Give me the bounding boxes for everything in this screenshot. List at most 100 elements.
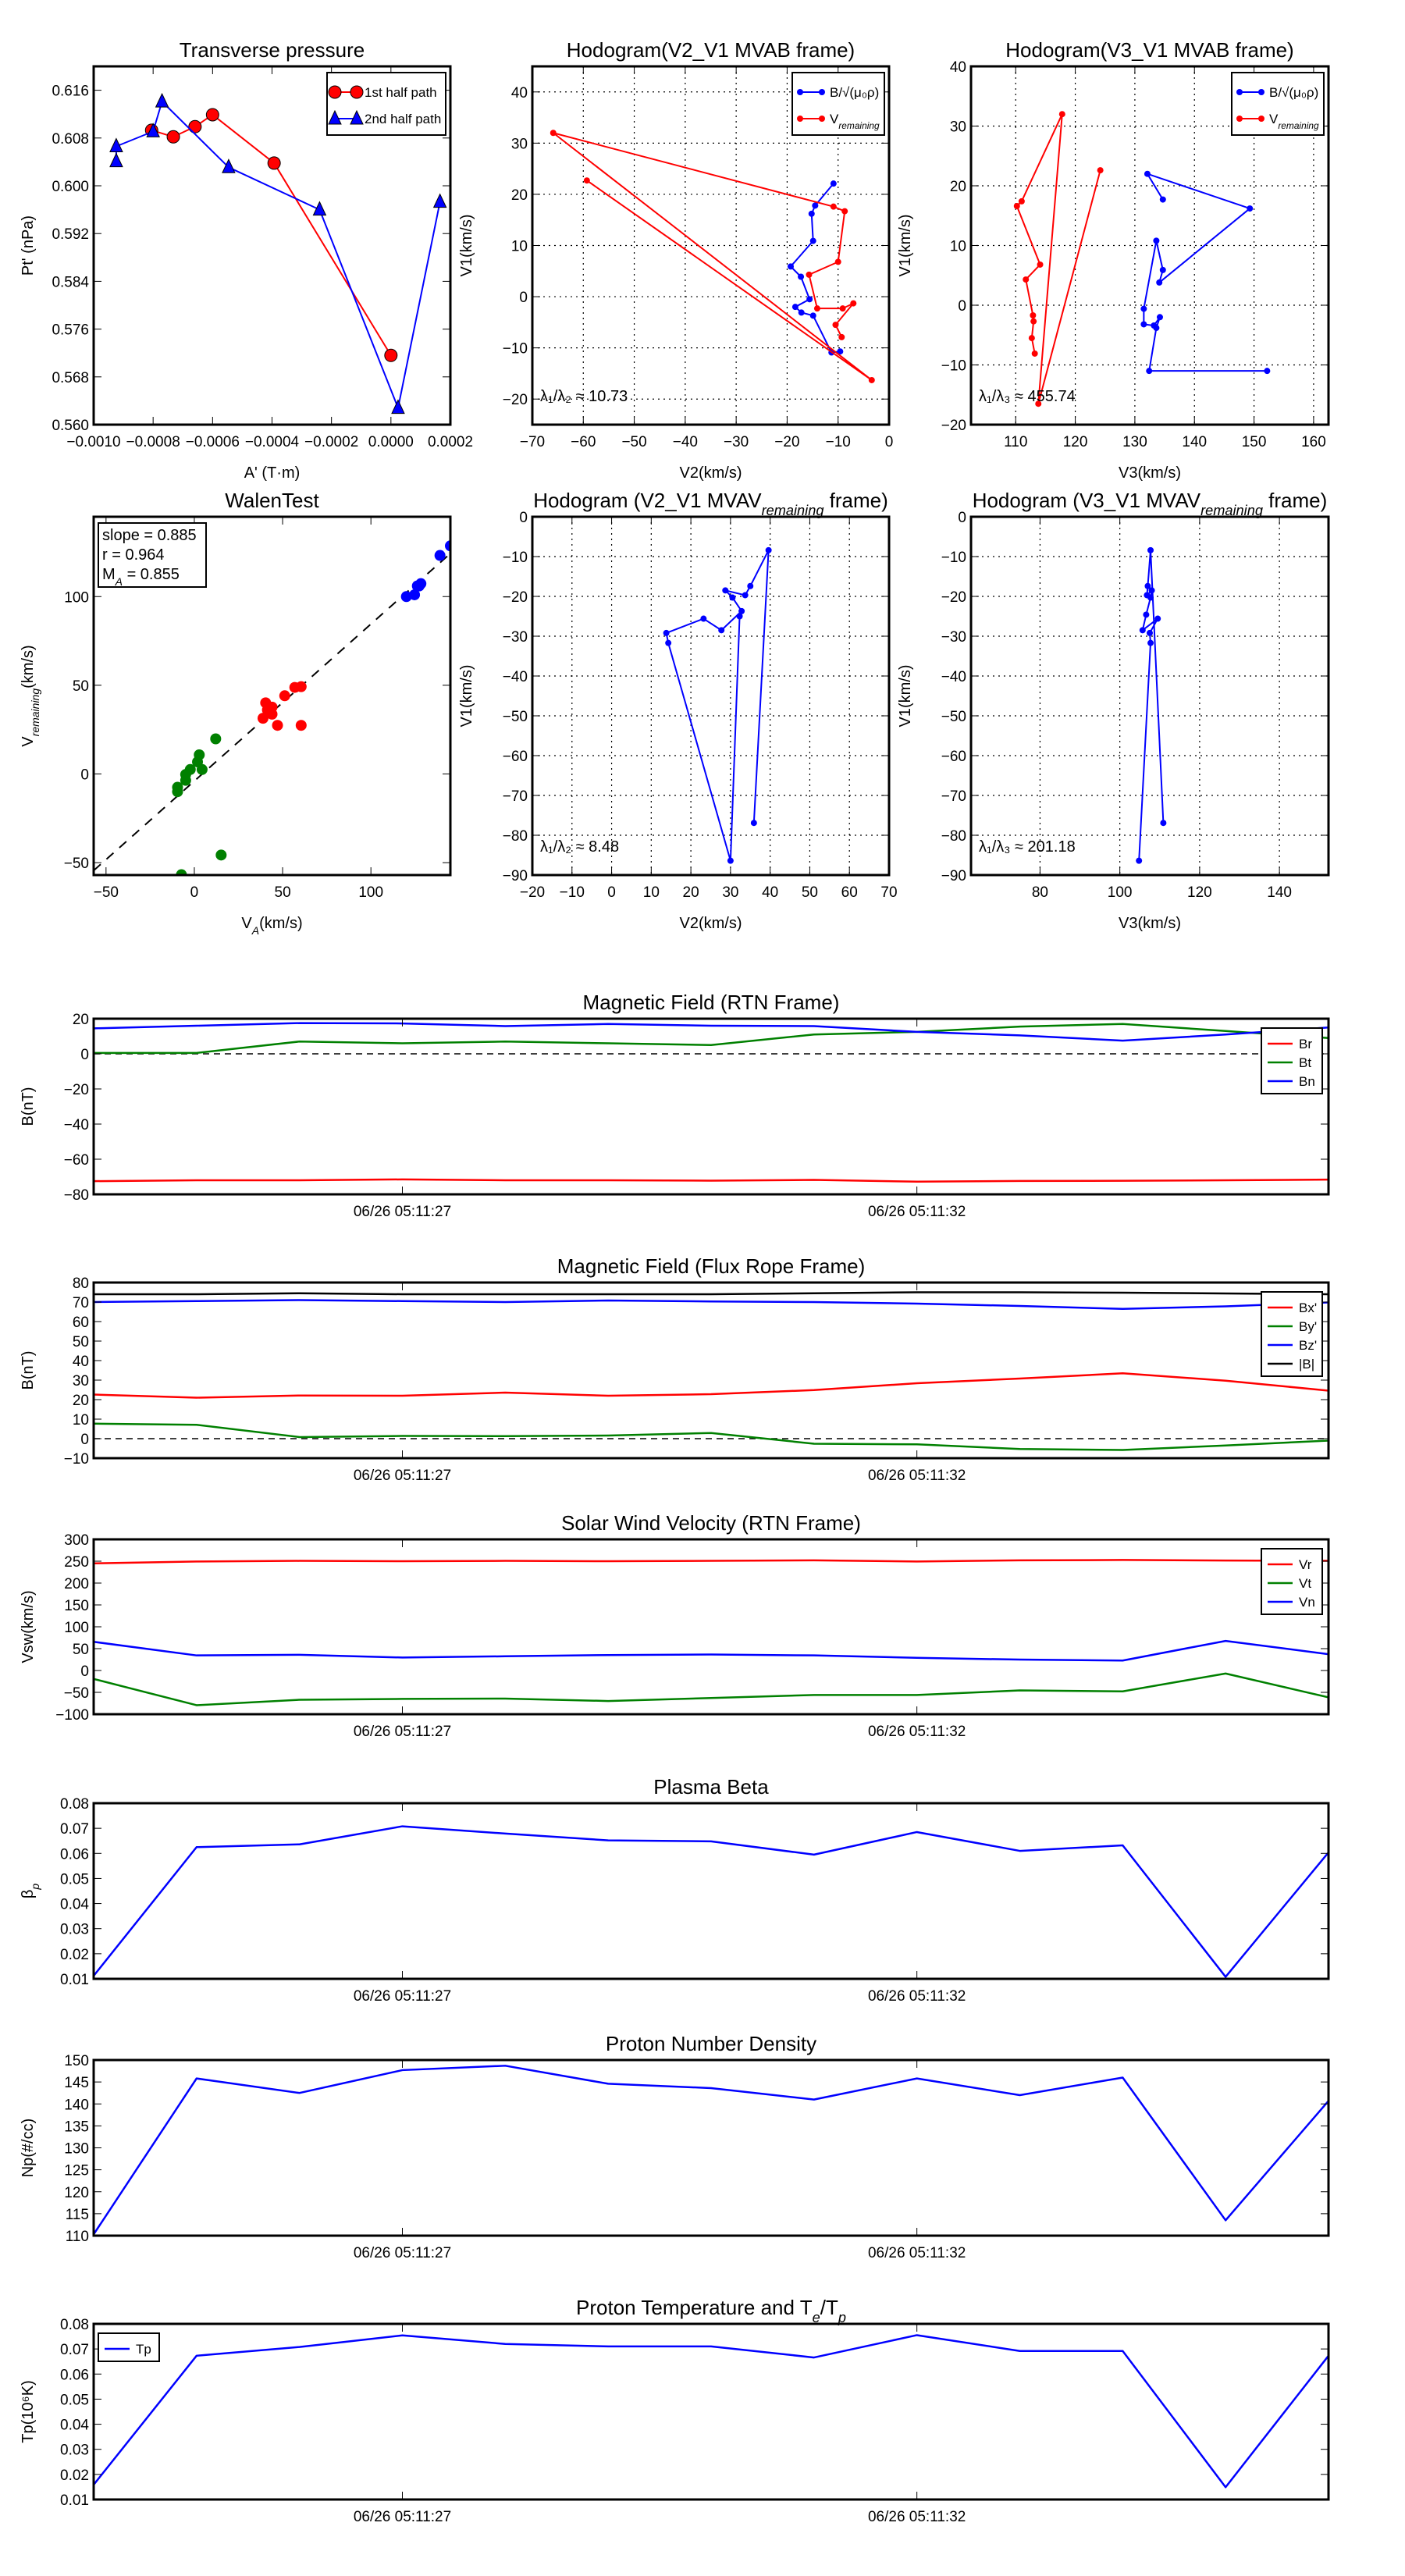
data-point bbox=[146, 123, 160, 137]
y-tick-label: 0.04 bbox=[60, 2418, 89, 2434]
data-point bbox=[261, 704, 273, 716]
y-tick-label: −20 bbox=[64, 1082, 89, 1098]
y-tick-label: −40 bbox=[503, 669, 528, 685]
y-tick-label: −80 bbox=[941, 828, 966, 845]
chart-title-part: Proton Temperature and T bbox=[576, 2296, 813, 2319]
y-tick-label: −20 bbox=[503, 589, 528, 606]
x-tick-label: 130 bbox=[1122, 434, 1147, 450]
y-axis-label: B(nT) bbox=[20, 1351, 37, 1390]
data-point bbox=[806, 296, 813, 303]
legend-item: Vn bbox=[1268, 1595, 1315, 1610]
x-tick-label: −50 bbox=[94, 884, 119, 901]
y-tick-label: 40 bbox=[950, 59, 966, 76]
axes-frame bbox=[92, 2322, 1330, 2501]
chart-title: Proton Temperature and Te/Tp bbox=[576, 2296, 846, 2325]
x-tick-label: 70 bbox=[880, 884, 897, 901]
legend: Tp bbox=[98, 2332, 160, 2362]
plot-area bbox=[109, 92, 447, 415]
data-point bbox=[1144, 170, 1151, 177]
chart-hodogram-v3-v1-mvav: 80 100 120 140 −90 −80 −70 −60 −50 −40 −30 −20 −10 0H… bbox=[897, 489, 1330, 932]
chart-title-part: Hodogram (V3_V1 MVAV bbox=[973, 489, 1201, 512]
chart-title-part: Hodogram (V2_V1 MVAV bbox=[533, 489, 762, 512]
x-tick-label: 40 bbox=[762, 884, 778, 901]
legend-label: Bz' bbox=[1299, 1338, 1317, 1353]
stats-line-part: slope = 0.885 bbox=[102, 527, 197, 544]
legend-label: 1st half path bbox=[365, 85, 437, 100]
data-point bbox=[272, 720, 283, 731]
data-point bbox=[738, 607, 745, 614]
y-tick-label: −60 bbox=[941, 749, 966, 765]
legend-item: B/√(μ₀ρ) bbox=[1236, 85, 1318, 100]
series-1 bbox=[94, 1023, 1329, 1055]
series-1 bbox=[257, 681, 307, 731]
series-line bbox=[94, 1023, 1329, 1055]
x-axis-label: VA(km/s) bbox=[241, 915, 302, 937]
x-tick-label: 06/26 05:11:32 bbox=[868, 1204, 966, 1220]
y-tick-label: −10 bbox=[503, 550, 528, 566]
y-axis-label: V1(km/s) bbox=[897, 665, 914, 728]
legend-label: Bt bbox=[1299, 1055, 1311, 1070]
y-axis-label: Tp(10⁶K) bbox=[20, 2380, 37, 2443]
x-tick-label: 160 bbox=[1301, 434, 1326, 450]
data-point bbox=[1258, 89, 1264, 95]
y-tick-label: 50 bbox=[73, 1334, 89, 1350]
legend: 1st half path 2nd half path bbox=[326, 72, 446, 136]
x-tick-label: 06/26 05:11:27 bbox=[354, 2509, 451, 2525]
y-tick-label: 145 bbox=[64, 2075, 89, 2091]
chart-magnetic-field-flux-rope: 06/26 05:11:27 06/26 05:11:32 −10 0 10 20 30 40… bbox=[20, 1254, 1330, 1484]
series-0 bbox=[94, 1178, 1329, 1183]
data-point bbox=[750, 820, 757, 827]
x-tick-label: 06/26 05:11:32 bbox=[868, 2509, 966, 2525]
x-axis-label: V3(km/s) bbox=[1119, 464, 1181, 482]
data-point bbox=[837, 348, 844, 355]
data-point bbox=[868, 376, 875, 383]
series-1 bbox=[1013, 111, 1104, 407]
data-point bbox=[1159, 266, 1166, 273]
x-tick-label: 0.0002 bbox=[428, 434, 473, 450]
data-point bbox=[841, 208, 848, 215]
data-point bbox=[722, 587, 729, 594]
plot-area bbox=[94, 1022, 1329, 1183]
legend-item: Bx' bbox=[1268, 1300, 1317, 1315]
data-point bbox=[391, 399, 405, 415]
y-tick-label: −40 bbox=[64, 1117, 89, 1133]
data-point bbox=[445, 540, 450, 552]
data-point bbox=[295, 681, 307, 692]
data-point bbox=[1023, 276, 1030, 283]
data-point bbox=[550, 130, 557, 137]
data-point bbox=[718, 627, 725, 634]
x-tick-label: 0 bbox=[607, 884, 616, 901]
y-tick-label: 0.01 bbox=[60, 1972, 89, 1988]
y-tick-label: 200 bbox=[64, 1576, 89, 1592]
legend-label: Vr bbox=[1299, 1557, 1312, 1572]
chart-title: Hodogram (V2_V1 MVAVremaining frame) bbox=[533, 489, 888, 518]
x-tick-label: 50 bbox=[275, 884, 291, 901]
x-tick-label: −50 bbox=[621, 434, 646, 450]
x-tick-label: 120 bbox=[1187, 884, 1212, 901]
data-point bbox=[736, 613, 743, 620]
y-tick-label: 150 bbox=[64, 2053, 89, 2069]
y-tick-label: −30 bbox=[503, 629, 528, 646]
data-point bbox=[1153, 237, 1160, 244]
chart-title: Proton Number Density bbox=[606, 2032, 816, 2055]
axes-frame bbox=[92, 1802, 1330, 1980]
series-line bbox=[94, 1825, 1329, 1978]
series-2 bbox=[94, 1022, 1329, 1042]
data-point bbox=[1030, 318, 1037, 325]
y-axis-label: V1(km/s) bbox=[897, 215, 914, 277]
data-point bbox=[155, 92, 169, 108]
x-tick-label: 50 bbox=[802, 884, 818, 901]
x-tick-label: 140 bbox=[1182, 434, 1207, 450]
data-point bbox=[838, 333, 845, 340]
legend-frame bbox=[1231, 72, 1325, 136]
data-point bbox=[797, 89, 803, 95]
x-tick-label: 10 bbox=[643, 884, 660, 901]
data-point bbox=[350, 85, 364, 99]
data-point bbox=[1136, 857, 1143, 864]
y-tick-label: 70 bbox=[73, 1295, 89, 1311]
series-0 bbox=[1140, 170, 1271, 375]
y-tick-label: 0.584 bbox=[52, 274, 89, 290]
y-axis-label: βp bbox=[20, 1884, 41, 1899]
chart-magnetic-field-rtn: 06/26 05:11:27 06/26 05:11:32 −80 −60 −40 −20… bbox=[20, 991, 1330, 1220]
y-tick-label: 0.592 bbox=[52, 226, 89, 243]
